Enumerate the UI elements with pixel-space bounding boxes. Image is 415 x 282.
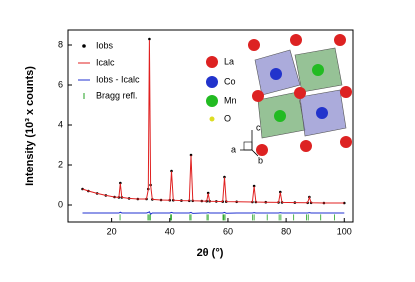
co-atom: [316, 107, 328, 119]
legend-mn: [206, 95, 218, 107]
x-tick-label: 80: [281, 226, 291, 236]
x-axis-label: 2θ (°): [197, 247, 224, 259]
y-tick-label: 8: [58, 39, 63, 49]
obs-point: [189, 153, 193, 157]
la-atom: [252, 90, 264, 102]
y-tick-label: 0: [58, 199, 63, 209]
obs-point: [148, 37, 151, 41]
atom-label: O: [224, 113, 231, 123]
la-atom: [340, 86, 352, 98]
obs-point: [170, 169, 173, 173]
obs-point: [119, 181, 122, 185]
mn-atom: [274, 110, 286, 122]
series-line: [82, 211, 345, 215]
y-tick-label: 4: [58, 119, 63, 129]
la-atom: [334, 34, 346, 46]
legend-o: [209, 116, 215, 122]
axis-b: b: [258, 155, 263, 165]
obs-point: [278, 190, 282, 194]
la-atom: [294, 87, 306, 99]
axes-icon: [240, 130, 259, 157]
y-tick-label: 2: [58, 159, 63, 169]
inset-structure: La Co Mn O a b c: [206, 34, 352, 165]
obs-point: [223, 175, 226, 179]
la-atom: [248, 39, 260, 51]
la-atom: [300, 140, 312, 152]
la-atom: [290, 34, 302, 46]
legend-label: Icalc: [96, 57, 115, 67]
legend-symbol: [82, 44, 86, 48]
series-line: [82, 39, 345, 204]
legend-label: Iobs - Icalc: [96, 74, 140, 84]
y-tick-label: 6: [58, 79, 63, 89]
legend-co: [206, 76, 218, 88]
y-axis-label: Intensity (10³ x counts): [24, 66, 36, 186]
axis-c: c: [256, 122, 261, 132]
atom-label: Co: [224, 76, 236, 86]
x-tick-label: 20: [107, 226, 117, 236]
legend-label: Iobs: [96, 40, 114, 50]
mn-atom: [312, 64, 324, 76]
atom-label: Mn: [224, 95, 237, 105]
x-tick-label: 60: [223, 226, 233, 236]
legend-la: [206, 56, 218, 68]
atom-label: La: [224, 56, 234, 66]
la-atom: [340, 136, 352, 148]
axis-a: a: [231, 144, 236, 154]
co-atom: [270, 68, 282, 80]
obs-point: [206, 191, 210, 195]
axes-icon-box: [243, 141, 253, 151]
plot-frame: [67, 29, 354, 223]
la-atom: [256, 144, 268, 156]
obs-point: [252, 184, 256, 188]
x-tick-label: 100: [337, 226, 352, 236]
legend-label: Bragg refl.: [96, 90, 138, 100]
x-tick-label: 40: [165, 226, 175, 236]
